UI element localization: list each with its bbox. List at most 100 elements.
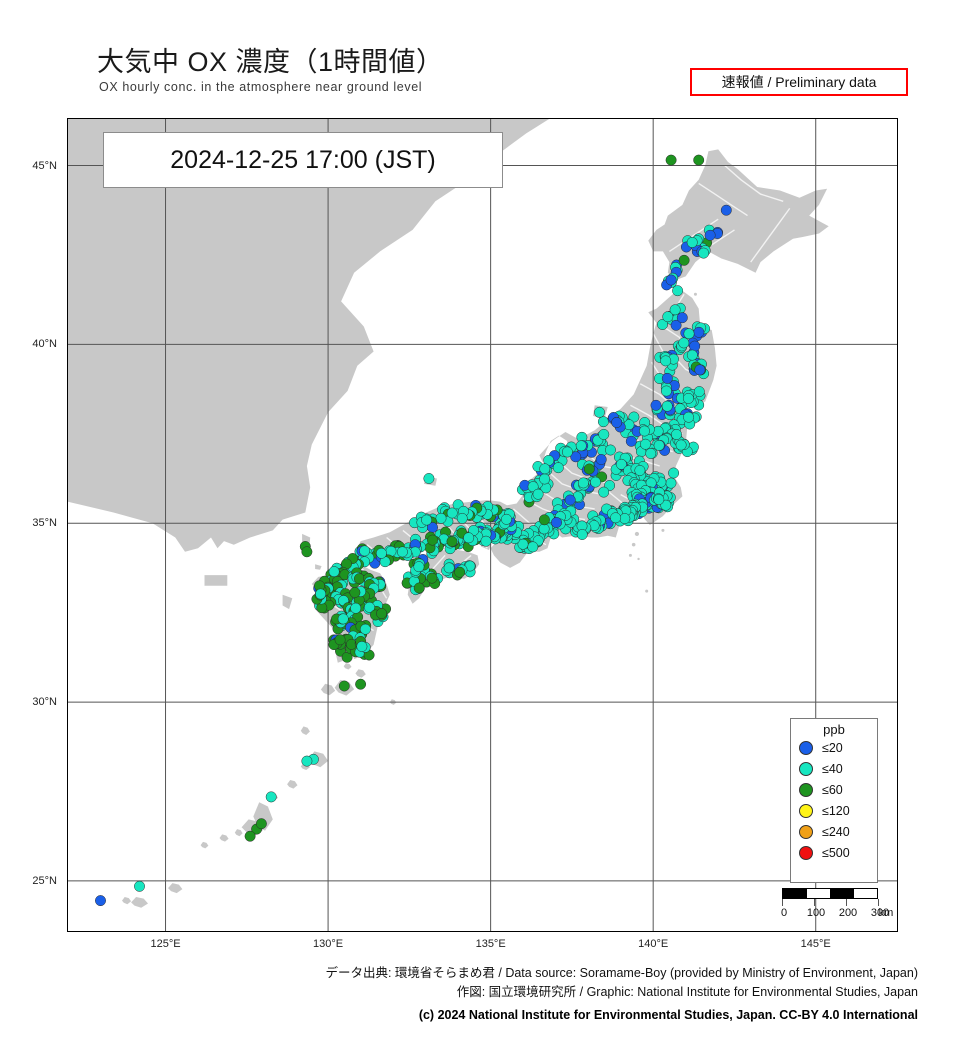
island-jeju <box>204 575 228 586</box>
station-marker <box>413 561 425 573</box>
station-marker <box>501 513 512 525</box>
legend-item[interactable]: ≤120 <box>791 800 877 821</box>
station-marker <box>683 328 695 340</box>
legend-item[interactable]: ≤500 <box>791 842 877 863</box>
station-marker <box>564 494 576 506</box>
latitude-tick-label: 45°N <box>32 159 57 172</box>
station-marker <box>670 319 682 331</box>
latitude-tick-label: 25°N <box>32 874 57 887</box>
station-marker <box>538 523 550 535</box>
station-marker <box>353 573 365 585</box>
station-marker <box>720 204 732 216</box>
island-iki <box>315 564 322 570</box>
legend-item[interactable]: ≤40 <box>791 758 877 779</box>
map-container[interactable] <box>67 118 898 932</box>
page-title: 大気中 OX 濃度（1時間値） <box>97 47 444 77</box>
island-ryukyu <box>200 841 209 849</box>
longitude-tick-label: 145°E <box>800 938 831 950</box>
longitude-tick-label: 130°E <box>313 938 344 950</box>
island-ryukyu <box>219 834 229 842</box>
station-marker <box>634 465 646 476</box>
scale-bar-tick <box>846 899 847 906</box>
station-marker <box>683 411 695 423</box>
station-marker <box>577 477 589 489</box>
station-marker <box>334 634 346 646</box>
legend-item[interactable]: ≤20 <box>791 737 877 758</box>
station-marker <box>355 678 367 690</box>
scale-bar-label: 0 <box>780 907 788 919</box>
latitude-tick-label: 40°N <box>32 338 57 351</box>
station-marker <box>665 274 677 286</box>
station-marker <box>598 428 610 440</box>
station-marker <box>446 507 458 519</box>
station-marker <box>698 247 710 259</box>
legend-item-label: ≤500 <box>822 845 850 860</box>
station-marker <box>527 541 539 553</box>
scale-bar-tick <box>878 899 879 906</box>
station-marker <box>665 477 677 489</box>
station-marker <box>678 337 690 349</box>
station-marker <box>375 547 387 559</box>
station-marker <box>693 386 705 398</box>
station-marker <box>645 448 657 459</box>
footer: データ出典: 環境省そらまめ君 / Data source: Soramame-… <box>0 964 918 1026</box>
station-marker <box>570 451 582 463</box>
station-marker <box>595 454 607 465</box>
station-marker <box>678 254 690 266</box>
station-marker <box>575 440 587 452</box>
station-marker <box>594 406 605 418</box>
island-ryukyu <box>355 669 366 678</box>
station-marker <box>364 601 375 613</box>
legend-swatch-icon <box>799 845 813 860</box>
island-small <box>661 528 665 532</box>
prefecture-border <box>698 182 748 217</box>
legend-item-label: ≤40 <box>822 761 843 776</box>
station-marker <box>693 154 705 166</box>
scale-bar-ticks <box>782 899 879 906</box>
legend-swatch-icon <box>799 803 813 818</box>
station-marker <box>527 481 539 493</box>
timestamp-box: 2024-12-25 17:00 (JST) <box>103 132 503 188</box>
station-marker <box>611 417 623 428</box>
legend-item-label: ≤240 <box>822 824 850 839</box>
map-frame <box>67 118 898 932</box>
station-marker <box>396 546 408 558</box>
station-marker <box>539 473 551 485</box>
scale-bar-segment <box>853 889 877 898</box>
station-marker <box>539 463 551 475</box>
station-marker <box>552 462 564 474</box>
station-marker <box>244 830 256 842</box>
station-marker <box>350 602 362 614</box>
station-marker <box>435 512 447 524</box>
island-ryukyu <box>343 663 352 670</box>
station-marker <box>359 545 371 557</box>
station-marker <box>337 613 349 625</box>
legend: ppb ≤20 ≤40 ≤60 ≤120 ≤240 ≤500 <box>790 718 878 883</box>
station-marker <box>686 236 698 248</box>
prefecture-border <box>750 207 791 263</box>
legend-item[interactable]: ≤60 <box>791 779 877 800</box>
station-marker <box>421 514 433 526</box>
station-marker <box>671 429 682 440</box>
station-marker <box>661 400 673 412</box>
scale-bar: 0 100 200 300 km <box>780 888 894 928</box>
latitude-tick-label: 35°N <box>32 517 57 530</box>
island-small <box>637 557 640 561</box>
station-marker <box>668 467 680 479</box>
station-marker <box>538 514 550 526</box>
station-marker <box>255 818 267 830</box>
page-subtitle: OX hourly conc. in the atmosphere near g… <box>99 80 423 94</box>
station-marker <box>134 880 145 892</box>
station-marker <box>301 755 313 767</box>
station-marker <box>657 319 668 330</box>
station-marker <box>517 538 529 550</box>
station-marker <box>669 304 681 316</box>
island-ryukyu <box>287 780 298 789</box>
scale-bar-label: 100 <box>806 907 826 919</box>
legend-item[interactable]: ≤240 <box>791 821 877 842</box>
island-ryukyu <box>168 883 183 894</box>
station-marker <box>446 536 458 547</box>
station-marker <box>265 791 277 803</box>
station-marker <box>661 372 673 384</box>
latitude-axis: 45°N 40°N 35°N 30°N 25°N <box>0 118 63 932</box>
